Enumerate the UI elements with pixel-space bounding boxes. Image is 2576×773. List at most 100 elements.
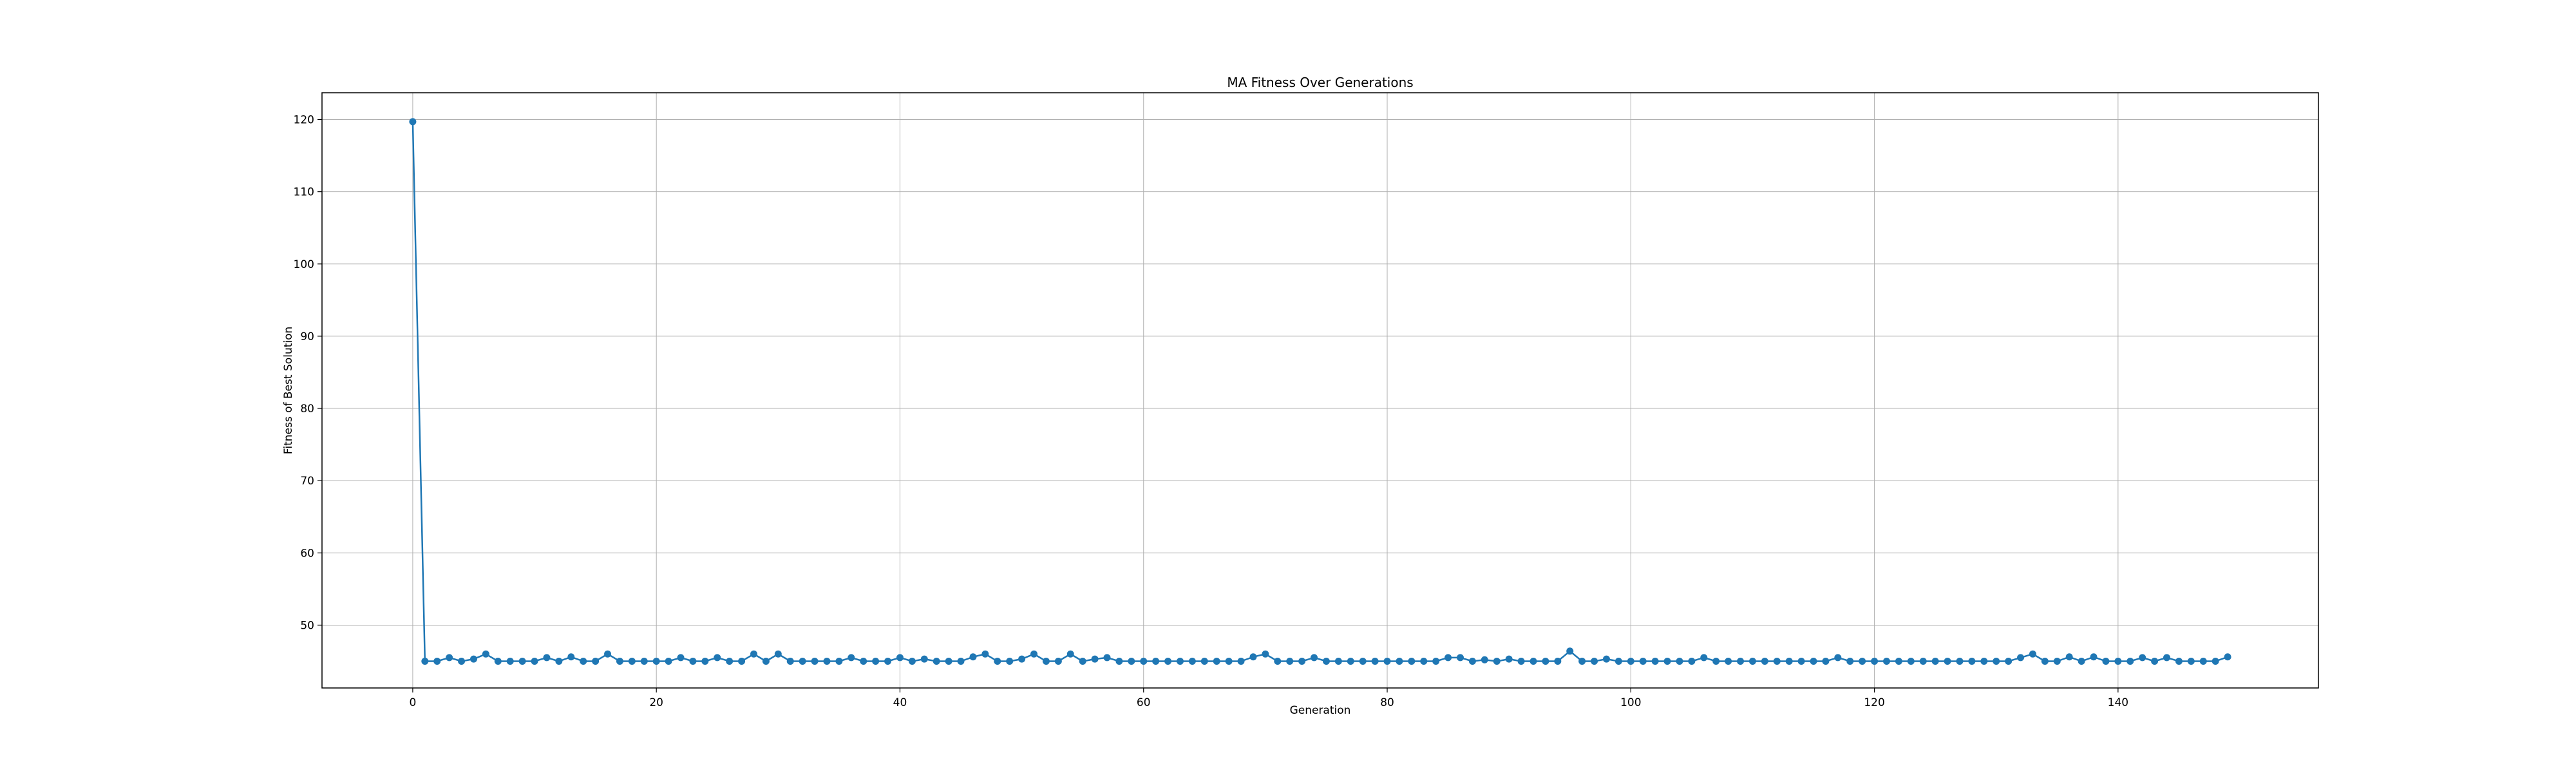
data-point [592, 658, 600, 665]
data-point [957, 658, 965, 665]
data-point [714, 654, 721, 662]
data-point [1274, 658, 1282, 665]
data-point [469, 655, 477, 663]
data-point [1542, 658, 1549, 665]
data-point [1822, 658, 1830, 665]
data-point [2224, 653, 2231, 661]
data-point [1834, 654, 1842, 662]
data-point [1128, 658, 1135, 665]
data-point [2053, 658, 2061, 665]
x-tick-label: 140 [2108, 696, 2128, 709]
data-point [738, 658, 746, 665]
data-point [458, 658, 466, 665]
x-tick-label: 60 [1137, 696, 1151, 709]
data-point [1578, 658, 1586, 665]
data-point [1054, 658, 1062, 665]
data-point [2187, 658, 2195, 665]
data-point [1006, 658, 1014, 665]
data-point [896, 654, 904, 662]
data-point [1298, 658, 1306, 665]
data-point [1882, 658, 1890, 665]
data-point [811, 658, 819, 665]
data-point [1286, 658, 1294, 665]
chart-title: MA Fitness Over Generations [1227, 75, 1413, 90]
data-point [1944, 658, 1951, 665]
data-point [774, 650, 782, 658]
data-point [1140, 658, 1148, 665]
data-point [920, 655, 928, 663]
data-point [2114, 658, 2122, 665]
data-point [567, 653, 575, 661]
data-point [555, 658, 563, 665]
data-point [2151, 658, 2159, 665]
data-point [1152, 658, 1160, 665]
y-tick-label: 50 [300, 619, 314, 632]
data-point [1737, 658, 1745, 665]
data-point [1639, 658, 1647, 665]
data-point [2139, 654, 2146, 662]
data-series [409, 118, 2231, 665]
data-point [969, 653, 977, 661]
data-point [2102, 658, 2110, 665]
data-point [1079, 658, 1086, 665]
data-point [1481, 656, 1488, 663]
data-point [2065, 653, 2073, 661]
data-point [2211, 658, 2219, 665]
data-point [1993, 658, 2000, 665]
plot-frame [321, 92, 2319, 689]
data-point [1322, 658, 1330, 665]
data-point [616, 658, 623, 665]
grid-lines [322, 93, 2318, 688]
data-point [1785, 658, 1793, 665]
data-point [1712, 658, 1720, 665]
data-point [1725, 658, 1732, 665]
data-point [1859, 658, 1866, 665]
data-point [1602, 655, 1610, 663]
data-point [2005, 658, 2012, 665]
data-point [1115, 658, 1123, 665]
data-point [665, 658, 672, 665]
data-point [421, 658, 429, 665]
data-point [604, 650, 612, 658]
data-point [945, 658, 952, 665]
data-point [652, 658, 660, 665]
data-point [908, 658, 916, 665]
data-point [1042, 658, 1050, 665]
data-point [433, 658, 441, 665]
data-point [1066, 650, 1074, 658]
data-point [506, 658, 514, 665]
data-point [1311, 654, 1318, 662]
x-tick-label: 100 [1620, 696, 1641, 709]
data-point [1225, 658, 1233, 665]
y-tick-label: 60 [300, 547, 314, 560]
data-point [1396, 658, 1403, 665]
data-point [1359, 658, 1367, 665]
y-tick-label: 110 [294, 186, 314, 199]
data-point [1968, 658, 1976, 665]
data-point [835, 658, 843, 665]
data-point [1213, 658, 1220, 665]
data-point [580, 658, 587, 665]
data-point [1432, 658, 1440, 665]
data-point [1773, 658, 1781, 665]
data-point [2126, 658, 2134, 665]
data-point [640, 658, 648, 665]
data-point [1262, 650, 1269, 658]
data-point [1615, 658, 1622, 665]
data-point [531, 658, 538, 665]
data-point [762, 658, 770, 665]
data-point [628, 658, 636, 665]
data-point [1907, 658, 1915, 665]
data-point [1980, 658, 1988, 665]
data-point [1676, 658, 1683, 665]
data-point [2175, 658, 2183, 665]
data-point [1188, 658, 1196, 665]
data-point [1797, 658, 1805, 665]
data-point [2163, 654, 2171, 662]
x-axis-label: Generation [1290, 704, 1351, 717]
data-point [1761, 658, 1768, 665]
data-point [1334, 658, 1342, 665]
data-point [1030, 650, 1038, 658]
